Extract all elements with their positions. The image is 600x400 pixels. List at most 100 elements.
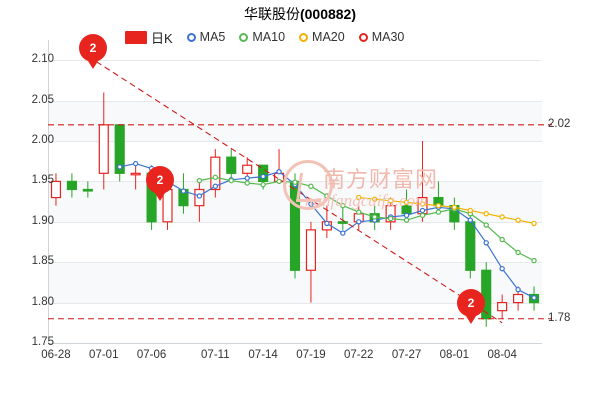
ma-point-ma10 <box>196 177 203 184</box>
grid-line <box>48 302 542 304</box>
ma-point-ma10 <box>435 209 442 215</box>
candle-body <box>401 205 412 215</box>
legend-label-k: 日K <box>151 30 173 46</box>
ma-point-ma10 <box>260 181 266 188</box>
y-tick-label: 1.85 <box>31 255 54 268</box>
ma-point-ma10 <box>403 217 410 223</box>
y-tick-label: 1.95 <box>31 174 54 187</box>
ma-point-ma5 <box>531 295 537 301</box>
legend-swatch-ma5-icon <box>186 32 196 42</box>
ma-point-ma5 <box>196 193 203 199</box>
legend-swatch-ma20-icon <box>299 32 309 42</box>
ma-point-ma5 <box>308 201 314 207</box>
candle-body <box>465 221 476 271</box>
x-tick-label: 07-01 <box>89 349 119 361</box>
candle-body <box>481 269 492 320</box>
y-tick-label: 1.80 <box>31 295 54 308</box>
candle-body <box>337 221 348 224</box>
candle-body <box>130 172 141 176</box>
ma-point-ma5 <box>467 217 473 223</box>
ma-point-ma5 <box>324 220 330 227</box>
candle-body <box>513 293 524 304</box>
x-tick-label: 06-28 <box>41 349 71 361</box>
x-tick-label: 07-06 <box>136 349 167 361</box>
ma-point-ma10 <box>531 257 537 264</box>
x-tick-label: 07-22 <box>344 349 374 361</box>
legend-item-ma30[interactable]: MA30 <box>358 30 404 44</box>
grid-line <box>48 141 542 142</box>
legend-swatch-ma10-icon <box>239 32 249 42</box>
trend-line <box>87 55 503 324</box>
legend-item-ma20[interactable]: MA20 <box>299 30 345 44</box>
candle-body <box>497 302 508 312</box>
grid-line <box>48 100 542 102</box>
ma-point-ma5 <box>244 175 250 181</box>
legend-label-ma5: MA5 <box>199 30 226 44</box>
legend-swatch-k-icon <box>125 30 147 44</box>
stock-name: 华联股份 <box>243 6 300 22</box>
stock-code: (000882) <box>299 6 357 22</box>
ma-point-ma5 <box>419 207 426 214</box>
grid-line <box>48 60 542 62</box>
upper-line-label: 2.02 <box>548 117 571 130</box>
candle-body <box>258 164 269 182</box>
ma-point-ma20 <box>356 194 362 201</box>
candle-body <box>210 156 221 191</box>
ma-point-ma10 <box>515 249 521 256</box>
x-tick-label: 07-19 <box>296 349 326 361</box>
ma-point-ma5 <box>212 183 219 189</box>
ma-point-ma20 <box>467 207 473 214</box>
ma-point-ma10 <box>483 222 489 228</box>
ma-point-ma5 <box>515 286 521 293</box>
ma-point-ma5 <box>117 164 123 170</box>
candle-body <box>82 188 93 192</box>
ma-point-ma5 <box>340 230 346 236</box>
chart-marker[interactable]: 2 <box>146 166 174 201</box>
ma-point-ma20 <box>531 220 537 227</box>
y-tick-label: 2.10 <box>31 53 54 66</box>
ma-point-ma10 <box>324 193 330 199</box>
ma-point-ma10 <box>308 183 314 189</box>
candle-body <box>226 156 237 174</box>
chart-legend: 日K MA5 MA10 MA20 MA30 <box>125 27 404 47</box>
ma-point-ma5 <box>499 265 505 272</box>
ma-point-ma5 <box>276 169 282 175</box>
ma-point-ma20 <box>483 211 489 217</box>
y-tick-label: 2.00 <box>31 134 54 146</box>
x-tick-label: 08-01 <box>439 349 470 361</box>
legend-item-k[interactable]: 日K <box>125 28 173 47</box>
chart-marker[interactable]: 2 <box>79 34 107 69</box>
ma-point-ma20 <box>515 217 521 223</box>
legend-swatch-ma30-icon <box>358 32 368 42</box>
ma-point-ma20 <box>499 214 505 220</box>
ma-point-ma5 <box>180 188 187 194</box>
ma-point-ma10 <box>228 177 234 184</box>
x-axis <box>48 343 542 344</box>
y-axis <box>48 40 49 343</box>
ma-point-ma10 <box>340 202 346 209</box>
legend-item-ma5[interactable]: MA5 <box>186 30 226 44</box>
x-tick-label: 07-14 <box>248 349 278 361</box>
ma-point-ma10 <box>356 209 362 215</box>
chart-marker[interactable]: 2 <box>457 289 485 324</box>
y-tick-label: 2.05 <box>31 93 54 106</box>
legend-item-ma10[interactable]: MA10 <box>239 30 285 44</box>
ma-point-ma5 <box>403 212 410 219</box>
candle-body <box>385 205 396 223</box>
ma-point-ma5 <box>483 240 489 246</box>
ma-point-ma10 <box>292 179 298 185</box>
grid-band <box>48 100 542 141</box>
ma-point-ma10 <box>212 174 219 181</box>
legend-label-ma20: MA20 <box>312 30 345 44</box>
ma-point-ma10 <box>499 236 505 243</box>
ma-point-ma10 <box>387 215 394 222</box>
candle-body <box>50 180 62 199</box>
ma-point-ma20 <box>403 199 410 206</box>
x-tick-label: 07-11 <box>201 349 230 361</box>
y-tick-label: 1.75 <box>31 336 54 348</box>
ma-point-ma10 <box>371 214 378 220</box>
ma-line-ma10 <box>199 176 535 262</box>
candle-body <box>66 180 77 191</box>
x-tick-label: 07-27 <box>391 349 422 361</box>
